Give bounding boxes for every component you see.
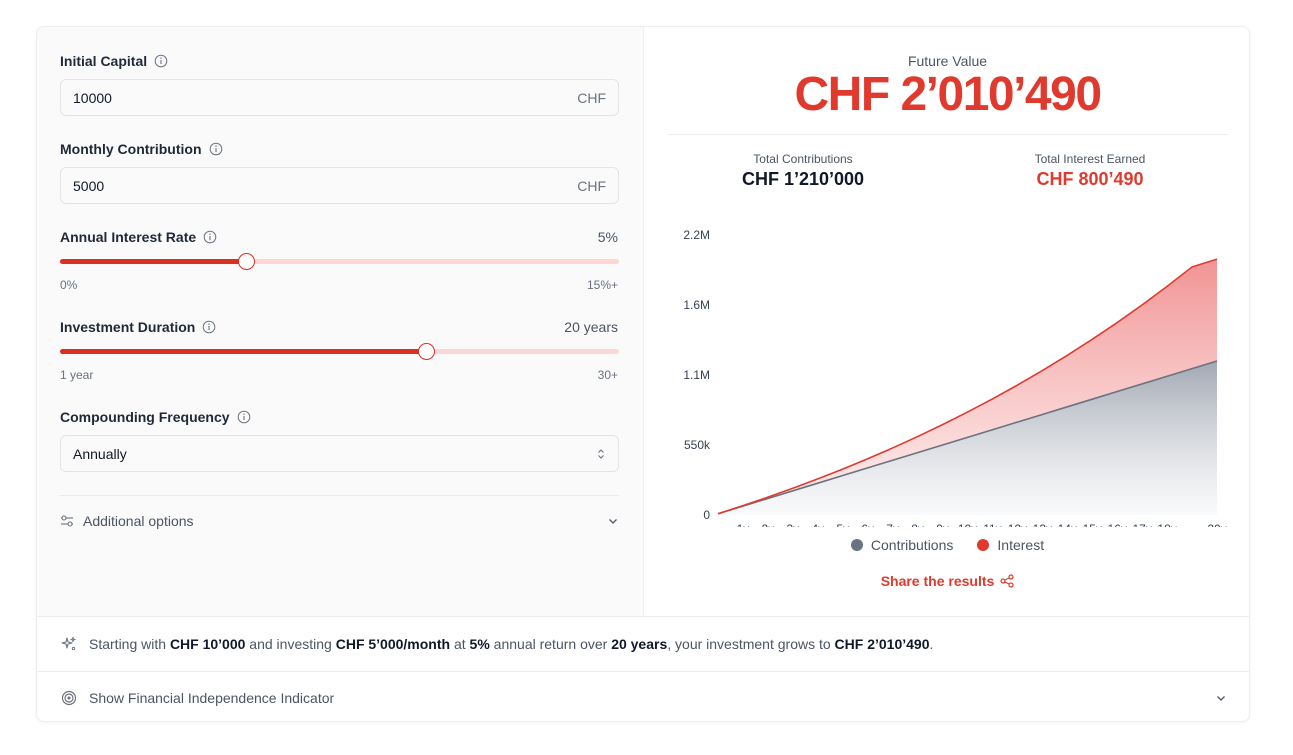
- share-label: Share the results: [880, 573, 995, 589]
- info-icon[interactable]: [237, 410, 251, 424]
- legend-contributions[interactable]: Contributions: [850, 537, 954, 553]
- slider-thumb[interactable]: [238, 253, 256, 270]
- monthly-contribution-input[interactable]: 5000 CHF: [60, 167, 619, 204]
- sliders-icon: [61, 515, 73, 527]
- y-tick-label: 1.6M: [683, 298, 710, 312]
- divider: [668, 134, 1228, 135]
- x-tick-label: 11y: [983, 522, 1001, 527]
- chevron-down-icon: [609, 519, 617, 524]
- total-contributions-value: CHF 1’210’000: [741, 169, 865, 189]
- x-tick-label: 2y: [762, 522, 775, 527]
- info-icon[interactable]: [209, 142, 223, 156]
- contributions-dot: [850, 539, 863, 551]
- sparkles-icon: [61, 636, 76, 651]
- divider: [60, 495, 619, 496]
- initial-capital-label-row: Initial Capital: [60, 53, 168, 69]
- interest-area: [718, 259, 1217, 514]
- x-tick-label: 8y: [911, 522, 924, 527]
- interest-rate-slider[interactable]: [60, 252, 619, 272]
- results-panel: Future Value CHF 2’010’490 Total Contrib…: [644, 27, 1249, 616]
- slider-thumb[interactable]: [418, 343, 436, 360]
- select-updown-icon: [598, 448, 604, 459]
- x-tick-label: 12y: [1008, 522, 1027, 527]
- x-tick-label: 16y: [1108, 522, 1127, 527]
- slider-fill: [60, 349, 427, 354]
- y-tick-label: 1.1M: [683, 368, 710, 382]
- duration-value: 20 years: [564, 319, 618, 335]
- x-tick-label: 20y: [1207, 522, 1226, 527]
- x-tick-label: 14y: [1058, 522, 1077, 527]
- duration-max-label: 30+: [597, 368, 618, 382]
- inputs-panel: Initial Capital 10000 CHF Monthly Contri…: [37, 27, 644, 616]
- growth-chart: 0 550k 1.1M 1.6M 2.2M 1y 2y 3y 4y 5y 6y 7y 8y 9y 10y 11…: [683, 228, 1226, 527]
- chevron-down-icon: [1217, 695, 1225, 701]
- duration-label: Investment Duration: [60, 319, 196, 335]
- initial-capital-value[interactable]: 10000: [73, 89, 112, 106]
- x-tick-label: 4y: [811, 522, 824, 527]
- target-icon: [61, 690, 77, 705]
- currency-suffix: CHF: [577, 89, 606, 106]
- x-tick-label: 9y: [936, 522, 949, 527]
- compounding-select[interactable]: Annually: [60, 435, 619, 472]
- y-tick-label: 2.2M: [683, 228, 710, 242]
- total-interest-label: Total Interest Earned: [1034, 152, 1146, 166]
- calculator-card: Initial Capital 10000 CHF Monthly Contri…: [36, 26, 1250, 722]
- rate-max-label: 15%+: [586, 278, 618, 292]
- info-icon[interactable]: [202, 320, 216, 334]
- y-tick-label: 0: [703, 508, 710, 522]
- x-tick-label: 5y: [836, 522, 849, 527]
- monthly-contribution-label: Monthly Contribution: [60, 141, 202, 157]
- total-interest-value: CHF 800’490: [1036, 169, 1144, 189]
- rate-min-label: 0%: [60, 278, 78, 292]
- total-interest-stat: Total Interest Earned CHF 800’490: [970, 152, 1210, 190]
- total-contributions-stat: Total Contributions CHF 1’210’000: [683, 152, 923, 190]
- initial-capital-label: Initial Capital: [60, 53, 148, 69]
- chart-legend: Contributions Interest: [644, 537, 1249, 553]
- x-tick-label: 13y: [1033, 522, 1052, 527]
- share-results-link[interactable]: Share the results: [644, 573, 1249, 589]
- x-tick-label: 7y: [886, 522, 899, 527]
- interest-rate-value: 5%: [597, 229, 618, 245]
- additional-options-toggle[interactable]: Additional options: [60, 513, 619, 529]
- financial-independence-toggle[interactable]: Show Financial Independence Indicator: [37, 671, 1249, 721]
- interest-rate-label-row: Annual Interest Rate: [60, 229, 217, 245]
- fi-label: Show Financial Independence Indicator: [89, 689, 335, 706]
- duration-slider[interactable]: [60, 342, 619, 362]
- slider-track[interactable]: [60, 259, 619, 264]
- monthly-contribution-label-row: Monthly Contribution: [60, 141, 223, 157]
- info-icon[interactable]: [203, 230, 217, 244]
- share-icon: [1000, 574, 1014, 588]
- initial-capital-input[interactable]: 10000 CHF: [60, 79, 619, 116]
- total-contributions-label: Total Contributions: [753, 152, 853, 166]
- compounding-label: Compounding Frequency: [60, 409, 230, 425]
- x-tick-label: 3y: [787, 522, 800, 527]
- interest-rate-label: Annual Interest Rate: [60, 229, 197, 245]
- interest-line: [717, 258, 1218, 515]
- info-icon[interactable]: [154, 54, 168, 68]
- summary-text: Starting with CHF 10’000 and investing C…: [89, 636, 934, 652]
- legend-contributions-label: Contributions: [870, 537, 954, 553]
- legend-interest-label: Interest: [997, 537, 1045, 553]
- duration-min-label: 1 year: [60, 368, 94, 382]
- monthly-contribution-value[interactable]: 5000: [73, 177, 105, 194]
- compounding-selected: Annually: [73, 445, 127, 462]
- x-tick-label: 6y: [861, 522, 874, 527]
- slider-fill: [60, 259, 247, 264]
- x-tick-label: 18y: [1157, 522, 1176, 527]
- x-tick-label: 10y: [958, 522, 977, 527]
- interest-dot: [977, 539, 990, 551]
- currency-suffix: CHF: [577, 177, 606, 194]
- y-tick-label: 550k: [684, 438, 711, 452]
- compounding-label-row: Compounding Frequency: [60, 409, 251, 425]
- summary-bar: Starting with CHF 10’000 and investing C…: [37, 616, 1249, 671]
- future-value-label: Future Value: [907, 53, 988, 69]
- legend-interest[interactable]: Interest: [977, 537, 1044, 553]
- x-tick-label: 1y: [737, 522, 750, 527]
- x-tick-label: 17y: [1132, 522, 1151, 527]
- future-value: CHF 2’010’490: [794, 68, 1102, 121]
- duration-label-row: Investment Duration: [60, 319, 216, 335]
- additional-options-label: Additional options: [83, 513, 194, 529]
- x-tick-label: 15y: [1083, 522, 1102, 527]
- contributions-line: [717, 360, 1218, 515]
